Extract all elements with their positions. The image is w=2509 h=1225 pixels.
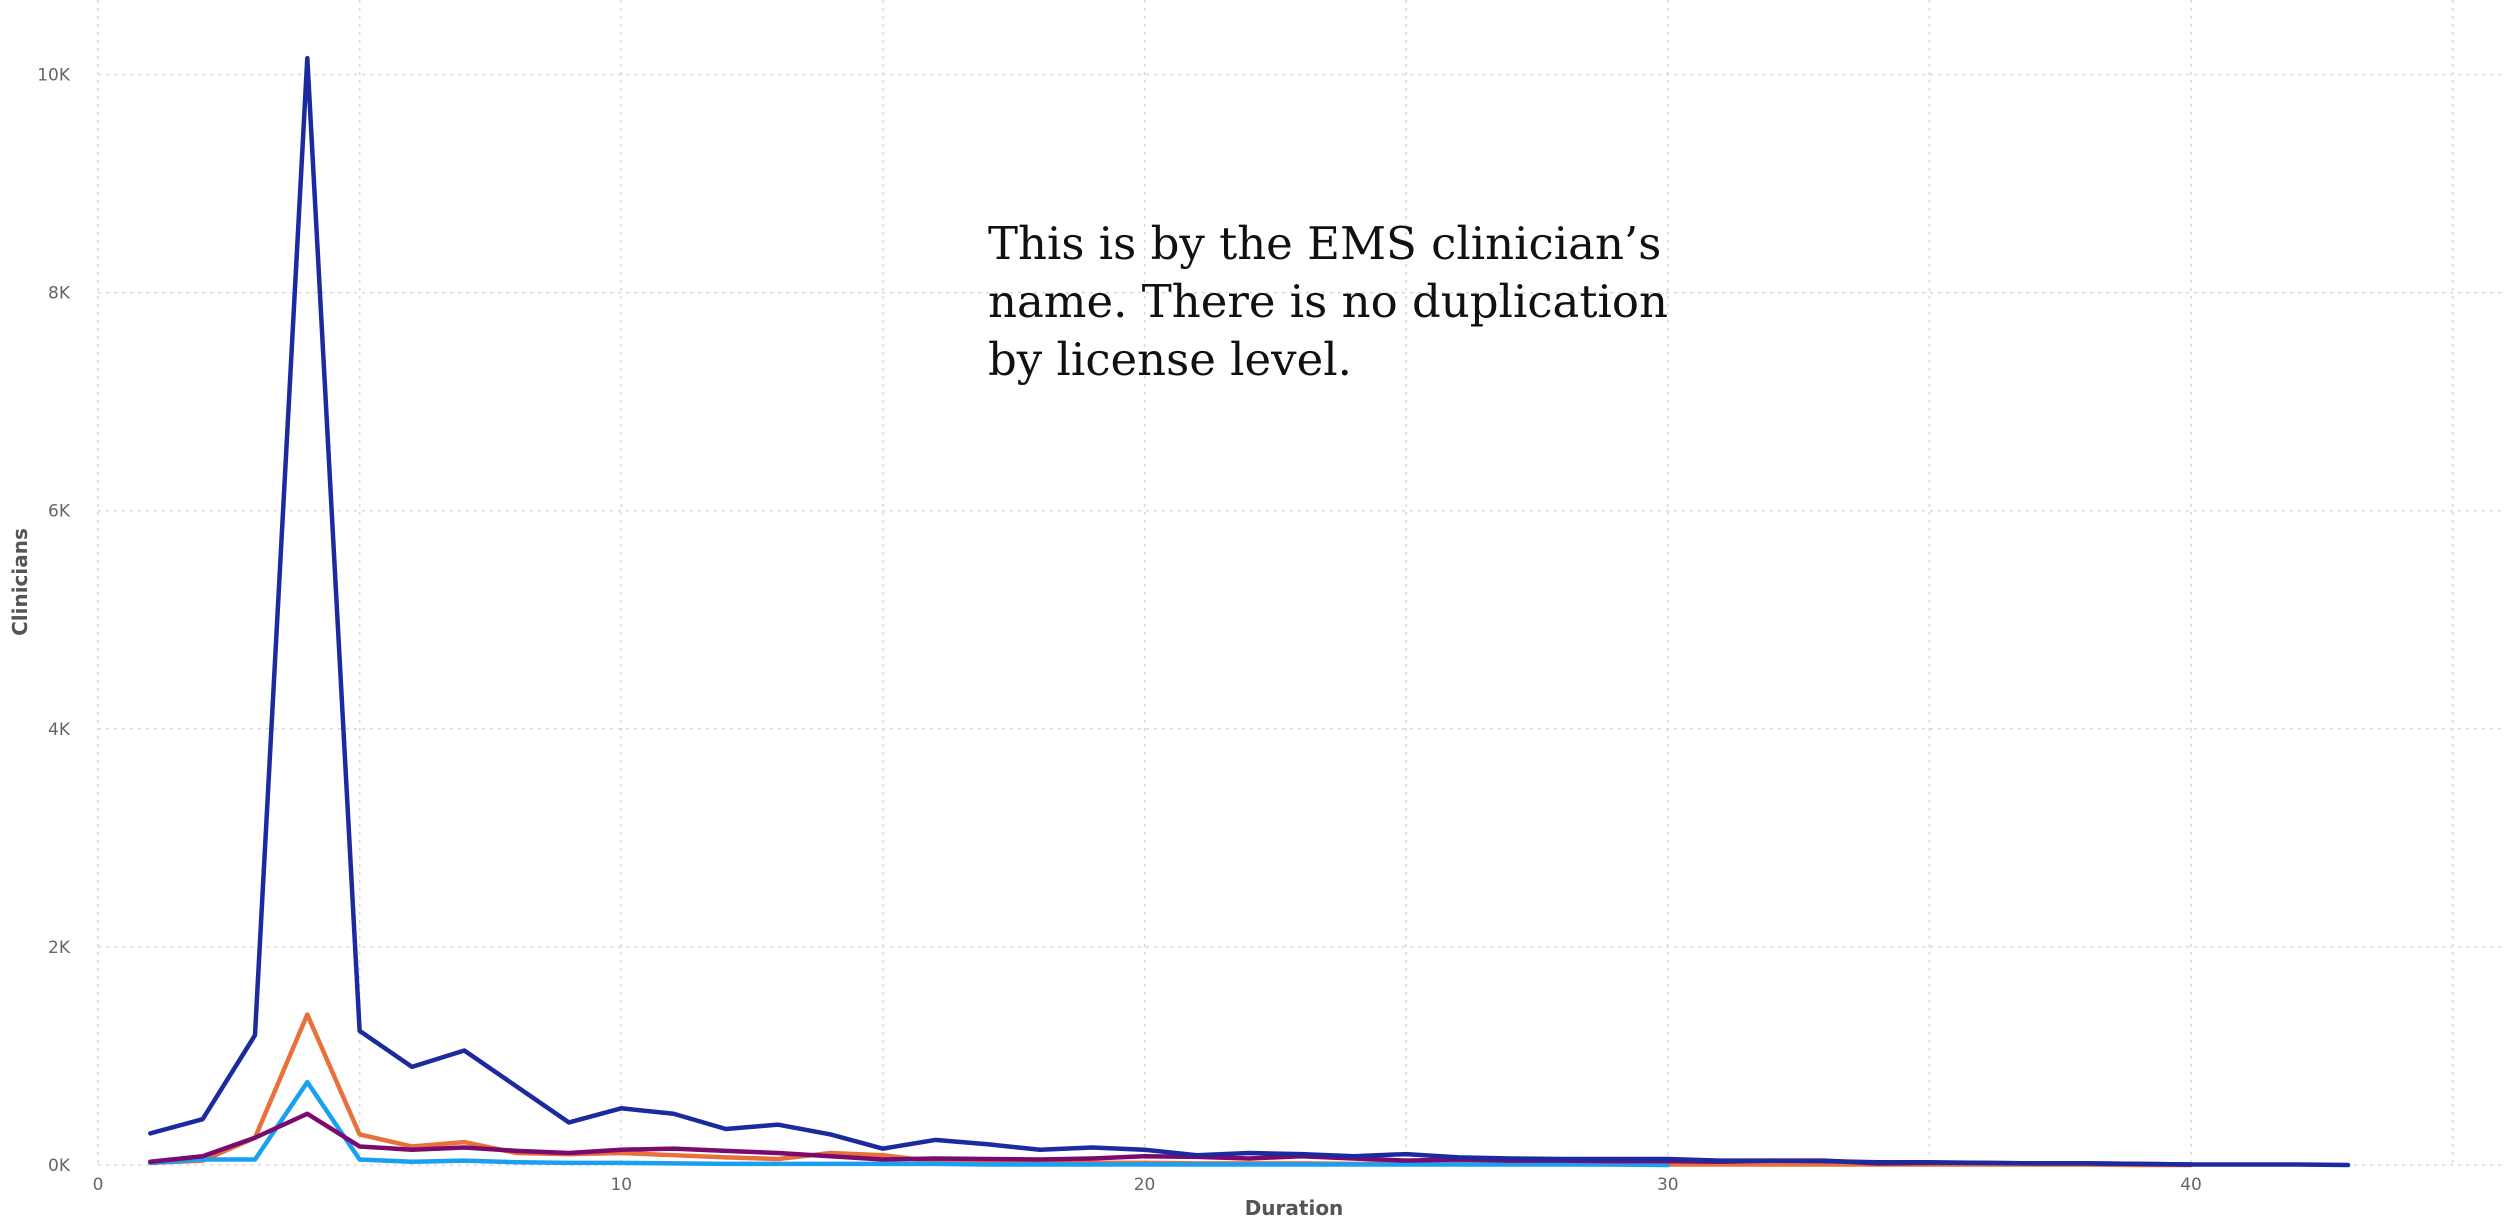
x-tick-label: 30 (1657, 1175, 1679, 1195)
x-tick-label: 10 (610, 1175, 632, 1195)
series-line-2 (150, 1015, 2191, 1165)
y-tick-label: 0K (48, 1156, 71, 1176)
y-tick-label: 2K (48, 938, 71, 958)
series-line-4 (150, 1114, 2191, 1165)
x-tick-label: 40 (2180, 1175, 2202, 1195)
x-axis-title: Duration (1245, 1196, 1344, 1220)
y-tick-label: 4K (48, 720, 71, 740)
y-axis-title: Clinicians (8, 528, 32, 636)
series-line-3 (150, 1082, 1667, 1165)
y-tick-label: 6K (48, 502, 71, 522)
grid-layer (98, 0, 2505, 1165)
y-tick-label: 8K (48, 284, 71, 304)
x-tick-label: 20 (1134, 1175, 1156, 1195)
annotation-text: This is by the EMS clinician’s name. The… (988, 215, 1708, 389)
y-tick-label: 10K (37, 66, 71, 86)
x-tick-label: 0 (93, 1175, 104, 1195)
